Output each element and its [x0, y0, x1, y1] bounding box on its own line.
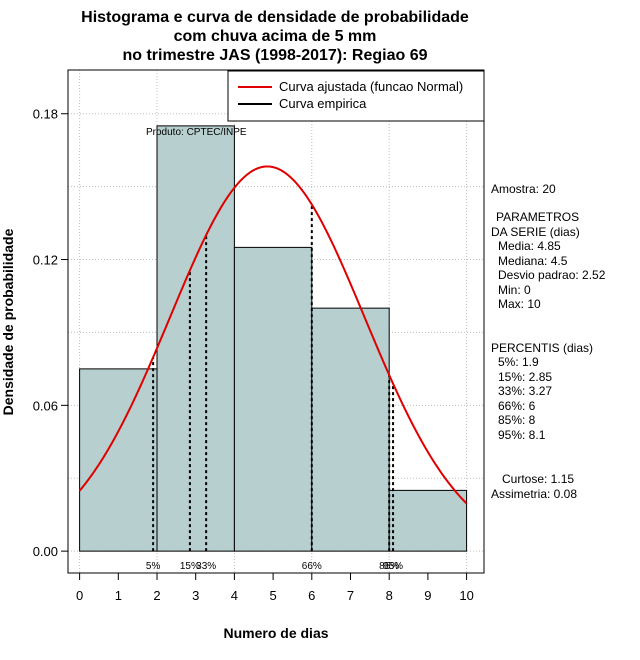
histogram-bar-1: [156, 125, 235, 552]
legend-label-empirical: Curva empirica: [279, 96, 367, 111]
y-tick-label-0: 0.00: [33, 544, 58, 559]
percentil-15: 15%: 2.85: [498, 370, 552, 384]
param-min: Min: 0: [498, 283, 531, 297]
x-tick-label-7: 7: [347, 588, 354, 603]
percentile-label-0: 5%: [146, 561, 161, 572]
x-tick-label-0: 0: [76, 588, 83, 603]
x-tick-label-10: 10: [459, 588, 473, 603]
assimetria: Assimetria: 0.08: [491, 487, 577, 501]
percentil-66: 66%: 6: [498, 399, 536, 413]
x-tick-label-4: 4: [231, 588, 238, 603]
legend-label-normal: Curva ajustada (funcao Normal): [279, 79, 463, 94]
y-tick-label-2: 0.12: [33, 253, 58, 268]
x-tick-label-1: 1: [115, 588, 122, 603]
percentile-label-3: 66%: [302, 561, 322, 572]
side-panel: Amostra: 20 PARAMETROS DA SERIE (dias) M…: [491, 182, 606, 501]
histogram-bar-4: [388, 489, 468, 552]
x-tick-label-2: 2: [153, 588, 160, 603]
percentile-lines: [152, 204, 395, 552]
sample-size: Amostra: 20: [491, 182, 556, 196]
x-tick-label-8: 8: [386, 588, 393, 603]
chart-title-line-2: com chuva acima de 5 mm: [174, 28, 377, 45]
plot-frame: [67, 69, 485, 574]
histogram-bar-0: [79, 368, 158, 552]
param-desvio: Desvio padrao: 2.52: [498, 268, 606, 282]
x-tick-label-6: 6: [308, 588, 315, 603]
legend-box: [227, 70, 485, 122]
x-tick-label-9: 9: [424, 588, 431, 603]
chart-title-line-1: Histograma e curva de densidade de proba…: [81, 9, 469, 26]
percentile-label-5: 95%: [383, 561, 403, 572]
x-tick-label-5: 5: [269, 588, 276, 603]
percentil-33: 33%: 3.27: [498, 384, 552, 398]
y-tick-label-1: 0.06: [33, 398, 58, 413]
y-tick-label-3: 0.18: [33, 107, 58, 122]
normal-curve-layer: [78, 165, 468, 505]
normal-curve: [78, 165, 468, 505]
curtose: Curtose: 1.15: [502, 472, 574, 486]
percentile-labels: 5% 15%33% 66% 85%95%: [146, 561, 403, 572]
x-axis-label: Numero de dias: [223, 625, 328, 641]
percentil-95: 95%: 8.1: [498, 428, 546, 442]
param-mediana: Mediana: 4.5: [498, 254, 568, 268]
percentil-5: 5%: 1.9: [498, 355, 539, 369]
y-axis-label: Densidade de probabilidade: [0, 228, 16, 415]
histogram-bars: [79, 125, 468, 552]
params-header-1: PARAMETROS: [496, 210, 579, 224]
chart-title-line-3: no trimestre JAS (1998-2017): Regiao 69: [122, 47, 427, 64]
params-header-2: DA SERIE (dias): [491, 225, 580, 239]
param-max: Max: 10: [498, 297, 541, 311]
param-media: Media: 4.85: [498, 239, 561, 253]
histogram-bar-3: [311, 307, 390, 552]
product-label: Produto: CPTEC/INPE: [146, 127, 247, 138]
percentile-label-4: 85%: [379, 561, 399, 572]
percentile-label-1: 15%: [180, 561, 200, 572]
percentile-label-2: 33%: [196, 561, 216, 572]
percentis-header: PERCENTIS (dias): [491, 341, 593, 355]
histogram-bar-2: [233, 246, 313, 552]
x-tick-label-3: 3: [192, 588, 199, 603]
legend: Curva ajustada (funcao Normal) Curva emp…: [227, 70, 485, 122]
percentil-85: 85%: 8: [498, 413, 536, 427]
